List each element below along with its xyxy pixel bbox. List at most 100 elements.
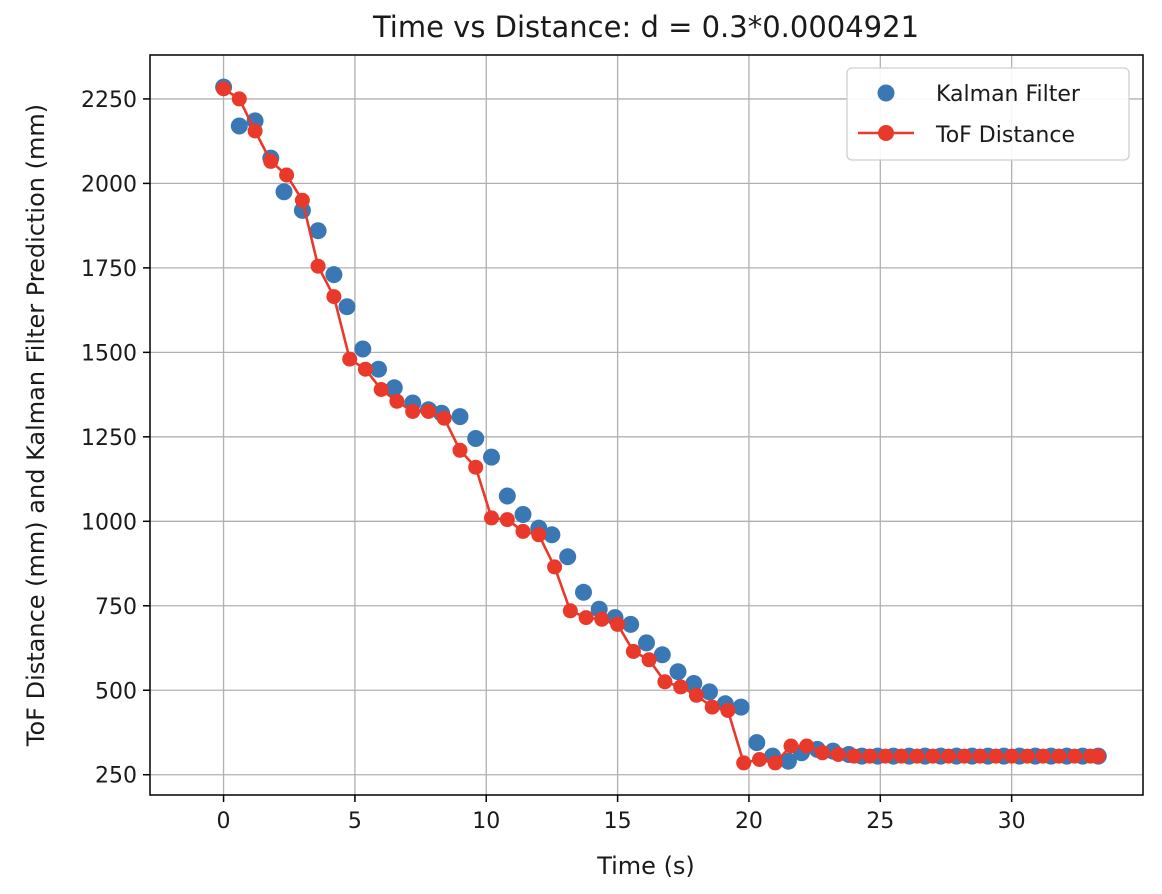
tof-point [673,679,689,695]
kalman-point [669,663,687,681]
y-tick-label: 1250 [81,426,137,451]
series-layer [215,78,1107,771]
tof-point [515,523,531,539]
tof-point [956,748,972,764]
legend-label-tof: ToF Distance [935,123,1075,148]
chart-title: Time vs Distance: d = 0.3*0.0004921 [372,10,919,44]
kalman-point [514,506,532,523]
tof-point [893,748,909,764]
x-tick-label: 10 [472,809,500,834]
kalman-point [370,360,387,378]
kalman-point [354,340,372,358]
tof-point [405,404,421,419]
kalman-point [559,548,577,566]
y-tick-label: 2250 [81,88,137,113]
y-tick-label: 2000 [81,172,137,197]
tof-point [373,382,389,397]
tof-point [310,258,326,274]
kalman-point [748,734,766,752]
legend-marker-kalman [877,84,895,102]
kalman-point [622,615,640,633]
kalman-point [467,430,485,447]
grid [150,55,1143,795]
tof-point [1090,748,1106,764]
tof-point [783,738,799,754]
kalman-point [638,634,655,652]
tof-point [436,410,452,426]
tof-point [342,351,358,367]
kalman-point [275,183,293,201]
legend-marker-tof [878,125,894,141]
kalman-point [685,675,703,692]
legend-label-kalman: Kalman Filter [936,82,1081,107]
y-axis-title: ToF Distance (mm) and Kalman Filter Pred… [22,104,50,747]
tof-point [1004,748,1020,764]
tof-point [389,393,405,409]
tof-point [294,192,310,208]
tof-point [468,459,484,475]
tof-point [1035,748,1051,764]
tof-point [421,404,436,419]
kalman-point [732,698,750,716]
tof-point [767,755,783,771]
tof-point [909,748,925,764]
x-axis-title: Time (s) [596,852,695,880]
tof-point [499,512,515,528]
tof-point [925,748,941,764]
series-tof-distance [216,81,1106,771]
tof-point [878,748,894,764]
tof-point [641,652,657,668]
tof-point [625,643,641,659]
tof-point [484,510,499,526]
tof-point [941,748,957,764]
kalman-point [779,752,797,770]
tof-point [1051,748,1067,764]
y-tick-label: 1750 [81,257,137,282]
tof-point [736,755,752,771]
y-tick-label: 500 [95,679,137,704]
tof-point [594,611,610,627]
tof-point [752,752,767,767]
tof-point [610,616,626,632]
x-tick-label: 20 [735,809,763,834]
kalman-point [325,266,343,284]
tof-point [846,748,862,764]
kalman-point [498,487,516,505]
ticks: 0 5 10 15 20 25 30 250 500 750 1000 1250 1500 1750 200… [81,88,1026,834]
tof-point [972,748,988,764]
y-tick-label: 1500 [81,341,137,366]
x-tick-label: 15 [604,809,632,834]
legend-box [846,67,1130,161]
tof-point [231,91,247,107]
tof-point [1019,748,1035,764]
legend: Kalman Filter ToF Distance [846,67,1130,161]
tof-point [326,289,342,305]
tof-point [216,81,232,97]
tof-point [704,699,720,715]
tof-point [799,738,815,754]
tof-point [578,610,594,626]
x-tick-label: 0 [217,809,231,834]
tof-point [815,745,830,761]
tof-point [562,603,578,619]
plot-frame [149,54,1144,796]
tof-point [452,442,468,458]
y-tick-label: 1000 [81,510,137,535]
tof-point [688,687,704,703]
kalman-point [575,583,592,601]
tof-point [862,748,878,764]
kalman-point [230,117,248,135]
kalman-point [483,448,500,466]
tof-point [279,167,295,183]
kalman-point [385,379,403,397]
tof-point [263,153,279,169]
y-tick-label: 750 [95,595,137,620]
x-tick-label: 25 [866,809,894,834]
kalman-point [309,222,327,240]
kalman-point [653,646,671,664]
tof-point [830,747,846,762]
tof-point [1067,748,1083,764]
x-tick-label: 30 [998,809,1026,834]
